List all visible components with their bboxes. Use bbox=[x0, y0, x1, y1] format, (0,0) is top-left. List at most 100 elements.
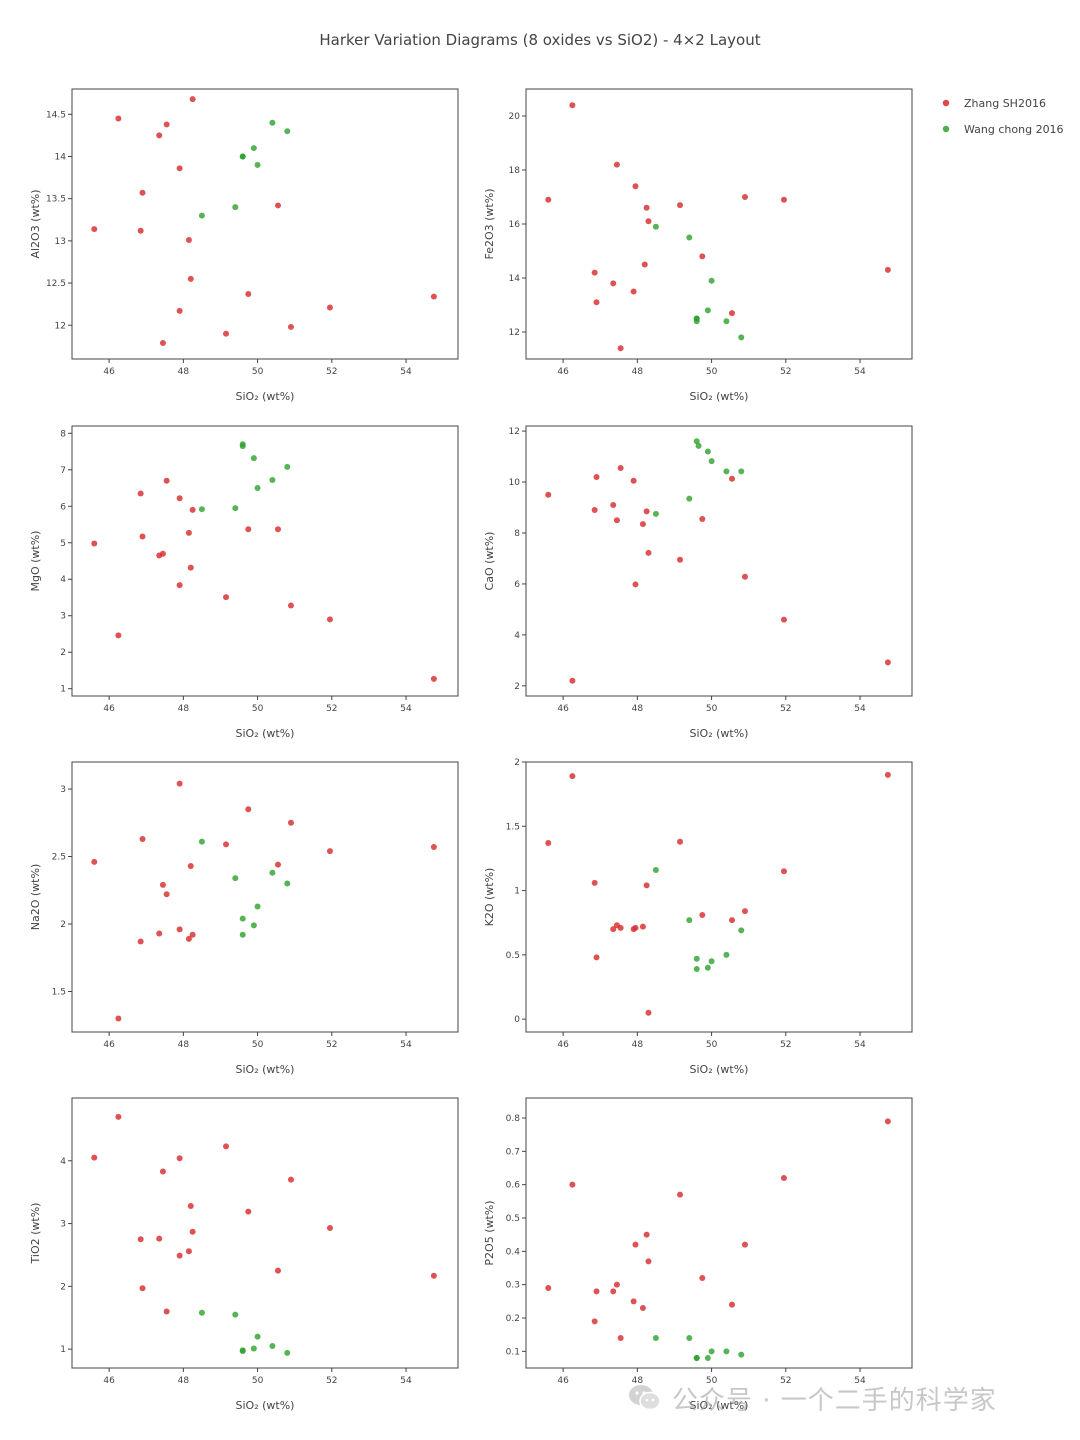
data-point-zhang-sh2016[interactable] bbox=[159, 1168, 166, 1175]
data-point-wang-chong-2016[interactable] bbox=[693, 955, 700, 962]
data-point-wang-chong-2016[interactable] bbox=[254, 903, 261, 910]
data-point-zhang-sh2016[interactable] bbox=[593, 473, 600, 480]
data-point-zhang-sh2016[interactable] bbox=[176, 926, 183, 933]
data-point-zhang-sh2016[interactable] bbox=[610, 1288, 617, 1295]
data-point-wang-chong-2016[interactable] bbox=[250, 145, 257, 152]
data-point-zhang-sh2016[interactable] bbox=[187, 862, 194, 869]
data-point-wang-chong-2016[interactable] bbox=[686, 495, 693, 502]
data-point-wang-chong-2016[interactable] bbox=[652, 1335, 659, 1341]
data-point-zhang-sh2016[interactable] bbox=[326, 304, 333, 311]
data-point-zhang-sh2016[interactable] bbox=[591, 879, 598, 886]
data-point-zhang-sh2016[interactable] bbox=[274, 526, 281, 533]
data-point-zhang-sh2016[interactable] bbox=[430, 1272, 437, 1279]
data-point-wang-chong-2016[interactable] bbox=[704, 307, 711, 314]
data-point-zhang-sh2016[interactable] bbox=[728, 917, 735, 924]
data-point-zhang-sh2016[interactable] bbox=[139, 533, 146, 540]
data-point-zhang-sh2016[interactable] bbox=[137, 227, 144, 234]
data-point-wang-chong-2016[interactable] bbox=[254, 1333, 261, 1340]
data-point-wang-chong-2016[interactable] bbox=[269, 477, 276, 483]
data-point-wang-chong-2016[interactable] bbox=[708, 458, 715, 465]
data-point-zhang-sh2016[interactable] bbox=[641, 261, 648, 268]
data-point-wang-chong-2016[interactable] bbox=[232, 1311, 239, 1318]
data-point-wang-chong-2016[interactable] bbox=[254, 161, 261, 168]
data-point-zhang-sh2016[interactable] bbox=[163, 477, 170, 484]
data-point-zhang-sh2016[interactable] bbox=[728, 310, 735, 317]
data-point-zhang-sh2016[interactable] bbox=[223, 841, 230, 848]
data-point-zhang-sh2016[interactable] bbox=[326, 1224, 333, 1231]
data-point-zhang-sh2016[interactable] bbox=[139, 189, 146, 196]
data-point-zhang-sh2016[interactable] bbox=[780, 1175, 787, 1181]
data-point-zhang-sh2016[interactable] bbox=[569, 677, 576, 684]
data-point-zhang-sh2016[interactable] bbox=[223, 594, 230, 601]
data-point-zhang-sh2016[interactable] bbox=[741, 194, 748, 200]
data-point-wang-chong-2016[interactable] bbox=[232, 204, 239, 211]
data-point-zhang-sh2016[interactable] bbox=[884, 1118, 891, 1125]
data-point-zhang-sh2016[interactable] bbox=[630, 477, 637, 484]
data-point-zhang-sh2016[interactable] bbox=[91, 1154, 98, 1161]
data-point-zhang-sh2016[interactable] bbox=[274, 202, 281, 209]
data-point-zhang-sh2016[interactable] bbox=[91, 226, 98, 233]
data-point-wang-chong-2016[interactable] bbox=[198, 838, 205, 845]
data-point-zhang-sh2016[interactable] bbox=[115, 1015, 122, 1022]
data-point-zhang-sh2016[interactable] bbox=[430, 844, 437, 851]
data-point-wang-chong-2016[interactable] bbox=[738, 927, 745, 934]
data-point-zhang-sh2016[interactable] bbox=[139, 835, 146, 842]
data-point-zhang-sh2016[interactable] bbox=[176, 780, 183, 787]
data-point-wang-chong-2016[interactable] bbox=[686, 234, 693, 241]
data-point-wang-chong-2016[interactable] bbox=[652, 867, 659, 873]
legend-item-wang[interactable]: Wang chong 2016 bbox=[942, 123, 1064, 136]
data-point-zhang-sh2016[interactable] bbox=[159, 881, 166, 888]
data-point-zhang-sh2016[interactable] bbox=[643, 508, 650, 515]
data-point-zhang-sh2016[interactable] bbox=[884, 266, 891, 273]
data-point-zhang-sh2016[interactable] bbox=[91, 540, 98, 547]
data-point-wang-chong-2016[interactable] bbox=[198, 1309, 205, 1316]
data-point-zhang-sh2016[interactable] bbox=[610, 926, 617, 933]
data-point-zhang-sh2016[interactable] bbox=[884, 659, 891, 666]
data-point-zhang-sh2016[interactable] bbox=[176, 495, 183, 502]
data-point-zhang-sh2016[interactable] bbox=[545, 1285, 552, 1291]
data-point-zhang-sh2016[interactable] bbox=[593, 954, 600, 961]
data-point-zhang-sh2016[interactable] bbox=[223, 330, 230, 337]
data-point-zhang-sh2016[interactable] bbox=[163, 1308, 170, 1315]
data-point-zhang-sh2016[interactable] bbox=[185, 935, 192, 942]
data-point-zhang-sh2016[interactable] bbox=[430, 293, 437, 300]
data-point-wang-chong-2016[interactable] bbox=[284, 1349, 291, 1356]
data-point-zhang-sh2016[interactable] bbox=[613, 517, 620, 524]
data-point-zhang-sh2016[interactable] bbox=[326, 848, 333, 855]
data-point-zhang-sh2016[interactable] bbox=[630, 1298, 637, 1305]
data-point-zhang-sh2016[interactable] bbox=[185, 1248, 192, 1255]
data-point-wang-chong-2016[interactable] bbox=[704, 448, 711, 455]
data-point-zhang-sh2016[interactable] bbox=[677, 1191, 684, 1198]
data-point-zhang-sh2016[interactable] bbox=[159, 339, 166, 346]
data-point-zhang-sh2016[interactable] bbox=[645, 1009, 652, 1016]
data-point-wang-chong-2016[interactable] bbox=[723, 951, 730, 958]
data-point-wang-chong-2016[interactable] bbox=[250, 922, 257, 929]
data-point-zhang-sh2016[interactable] bbox=[189, 506, 196, 513]
data-point-wang-chong-2016[interactable] bbox=[693, 966, 700, 972]
data-point-zhang-sh2016[interactable] bbox=[613, 161, 620, 168]
data-point-zhang-sh2016[interactable] bbox=[645, 1258, 652, 1265]
data-point-zhang-sh2016[interactable] bbox=[187, 564, 194, 571]
data-point-zhang-sh2016[interactable] bbox=[591, 1318, 598, 1325]
data-point-zhang-sh2016[interactable] bbox=[632, 183, 639, 190]
data-point-zhang-sh2016[interactable] bbox=[591, 269, 598, 276]
data-point-wang-chong-2016[interactable] bbox=[239, 1347, 246, 1354]
data-point-zhang-sh2016[interactable] bbox=[639, 1305, 646, 1311]
data-point-zhang-sh2016[interactable] bbox=[645, 549, 652, 556]
data-point-zhang-sh2016[interactable] bbox=[245, 806, 252, 813]
data-point-zhang-sh2016[interactable] bbox=[245, 526, 252, 533]
data-point-wang-chong-2016[interactable] bbox=[693, 438, 700, 445]
data-point-zhang-sh2016[interactable] bbox=[176, 1252, 183, 1259]
data-point-wang-chong-2016[interactable] bbox=[693, 315, 700, 322]
data-point-zhang-sh2016[interactable] bbox=[156, 132, 163, 139]
data-point-zhang-sh2016[interactable] bbox=[728, 475, 735, 482]
data-point-zhang-sh2016[interactable] bbox=[189, 931, 196, 938]
data-point-zhang-sh2016[interactable] bbox=[610, 501, 617, 508]
data-point-zhang-sh2016[interactable] bbox=[287, 1176, 294, 1183]
data-point-zhang-sh2016[interactable] bbox=[176, 165, 183, 172]
data-point-wang-chong-2016[interactable] bbox=[723, 1348, 730, 1355]
data-point-wang-chong-2016[interactable] bbox=[239, 153, 246, 160]
data-point-zhang-sh2016[interactable] bbox=[677, 556, 684, 563]
data-point-zhang-sh2016[interactable] bbox=[645, 218, 652, 225]
data-point-zhang-sh2016[interactable] bbox=[632, 924, 639, 931]
